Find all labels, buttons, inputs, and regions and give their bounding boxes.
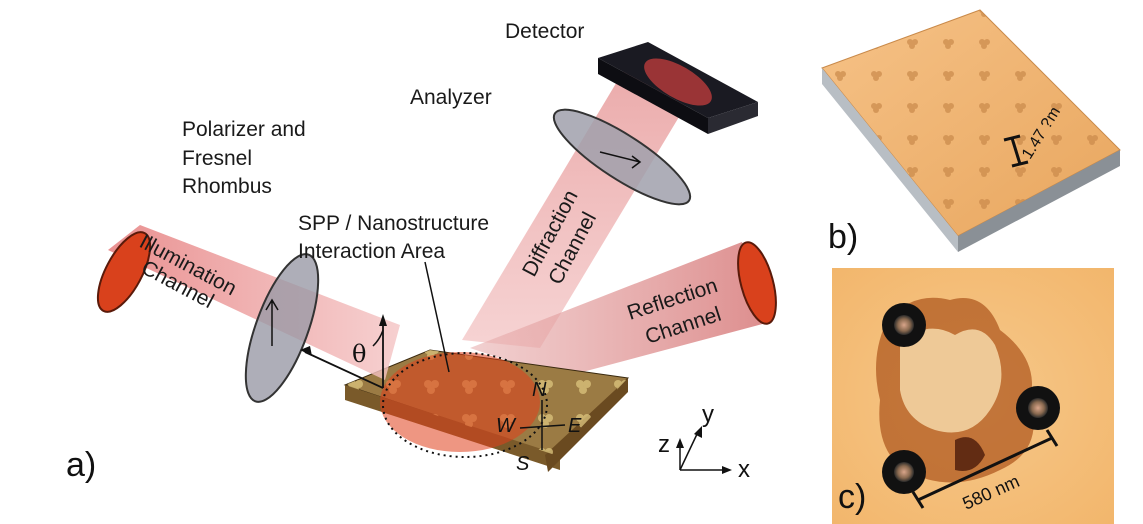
analyzer-arrow-icon — [599, 151, 642, 169]
reflection-beam-end — [737, 241, 777, 325]
polarizer-arrow-icon — [265, 298, 279, 346]
angle-indicator — [300, 314, 387, 389]
spp-label-line1: SPP / Nanostructure — [298, 212, 490, 235]
panel-c-label: c) — [838, 478, 867, 516]
reflection-beam — [470, 242, 770, 378]
diffraction-beam — [462, 60, 700, 348]
panel-b-label: b) — [828, 218, 859, 256]
detector-device — [598, 42, 758, 134]
spp-label-line2: Interaction Area — [298, 240, 446, 263]
polarizer-label-line3: Rhombus — [182, 175, 272, 198]
interaction-area-glow — [380, 352, 540, 452]
illumination-beam — [108, 225, 400, 380]
analyzer-label: Analyzer — [410, 86, 492, 109]
scale-bar-b — [1003, 134, 1029, 168]
scale-bar-c — [911, 429, 1059, 509]
compass-w: W — [496, 415, 517, 437]
compass-e: E — [568, 415, 582, 437]
polarizer-label-line2: Fresnel — [182, 147, 253, 170]
illumination-beam-end — [96, 231, 152, 313]
theta-symbol: θ — [352, 340, 366, 368]
axis-x-label: x — [738, 456, 750, 483]
spp-callout-line — [424, 261, 450, 373]
panel-c: 580 nm — [832, 268, 1114, 524]
axis-y-label: y — [702, 401, 714, 428]
detector-label: Detector — [505, 20, 585, 43]
polarizer-label-line1: Polarizer and — [182, 118, 306, 141]
xyz-axes — [676, 426, 732, 474]
axis-z-label: z — [658, 431, 670, 458]
panel-b: 1.47 ?m — [821, 9, 1121, 252]
interaction-area-dotted — [382, 352, 548, 458]
compass-s: S — [516, 453, 530, 475]
compass-n: N — [532, 379, 547, 401]
panel-a: Illumination Channel Diffraction Channel… — [96, 42, 777, 483]
polarizer-disc — [244, 253, 320, 403]
compass-rose — [519, 400, 566, 450]
panel-a-label: a) — [66, 446, 97, 484]
